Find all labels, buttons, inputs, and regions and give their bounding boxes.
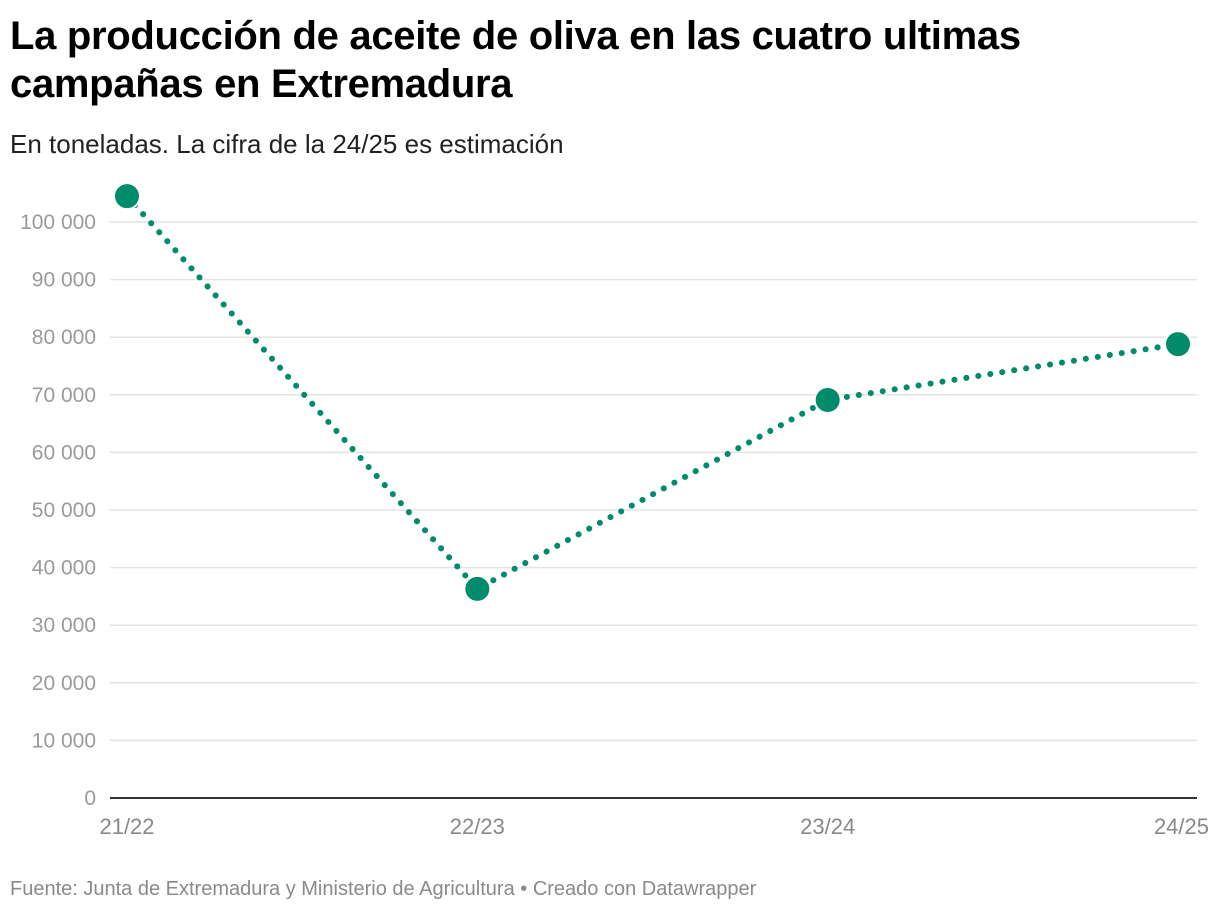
x-axis-ticks: 21/22 22/23 23/24 24/25 (99, 814, 1209, 839)
data-point-22-23[interactable] (463, 574, 492, 603)
data-point-21-22[interactable] (113, 182, 141, 211)
x-tick-label: 21/22 (99, 814, 154, 839)
x-tick-label: 23/24 (800, 814, 855, 839)
line-chart: 0 10 000 20 000 30 000 40 000 50 000 60 000 70 … (20, 182, 1209, 839)
y-tick-label: 50 000 (32, 499, 96, 522)
chart-title: La producción de aceite de oliva en las … (10, 14, 1021, 106)
data-point-23-24[interactable] (813, 385, 842, 414)
source-footer: Fuente: Junta de Extremadura y Ministeri… (10, 878, 757, 900)
y-tick-label: 0 (84, 787, 96, 810)
y-tick-label: 40 000 (32, 557, 96, 580)
grid-lines (110, 221, 1197, 799)
chart-subtitle: En toneladas. La cifra de la 24/25 es es… (10, 129, 564, 159)
y-tick-label: 70 000 (32, 384, 96, 407)
y-tick-label: 20 000 (32, 672, 96, 695)
x-tick-label: 24/25 (1154, 814, 1209, 839)
y-tick-label: 80 000 (32, 326, 96, 349)
y-axis-ticks: 0 10 000 20 000 30 000 40 000 50 000 60 000 70 … (20, 211, 96, 810)
data-points (113, 182, 1192, 603)
y-tick-label: 60 000 (32, 441, 96, 464)
series-path (124, 193, 1181, 593)
series-line (124, 193, 1181, 593)
y-tick-label: 90 000 (32, 269, 96, 292)
y-tick-label: 30 000 (32, 614, 96, 637)
data-point-24-25[interactable] (1164, 330, 1192, 359)
x-tick-label: 22/23 (450, 814, 505, 839)
y-tick-label: 100 000 (20, 211, 96, 234)
y-tick-label: 10 000 (32, 729, 96, 752)
